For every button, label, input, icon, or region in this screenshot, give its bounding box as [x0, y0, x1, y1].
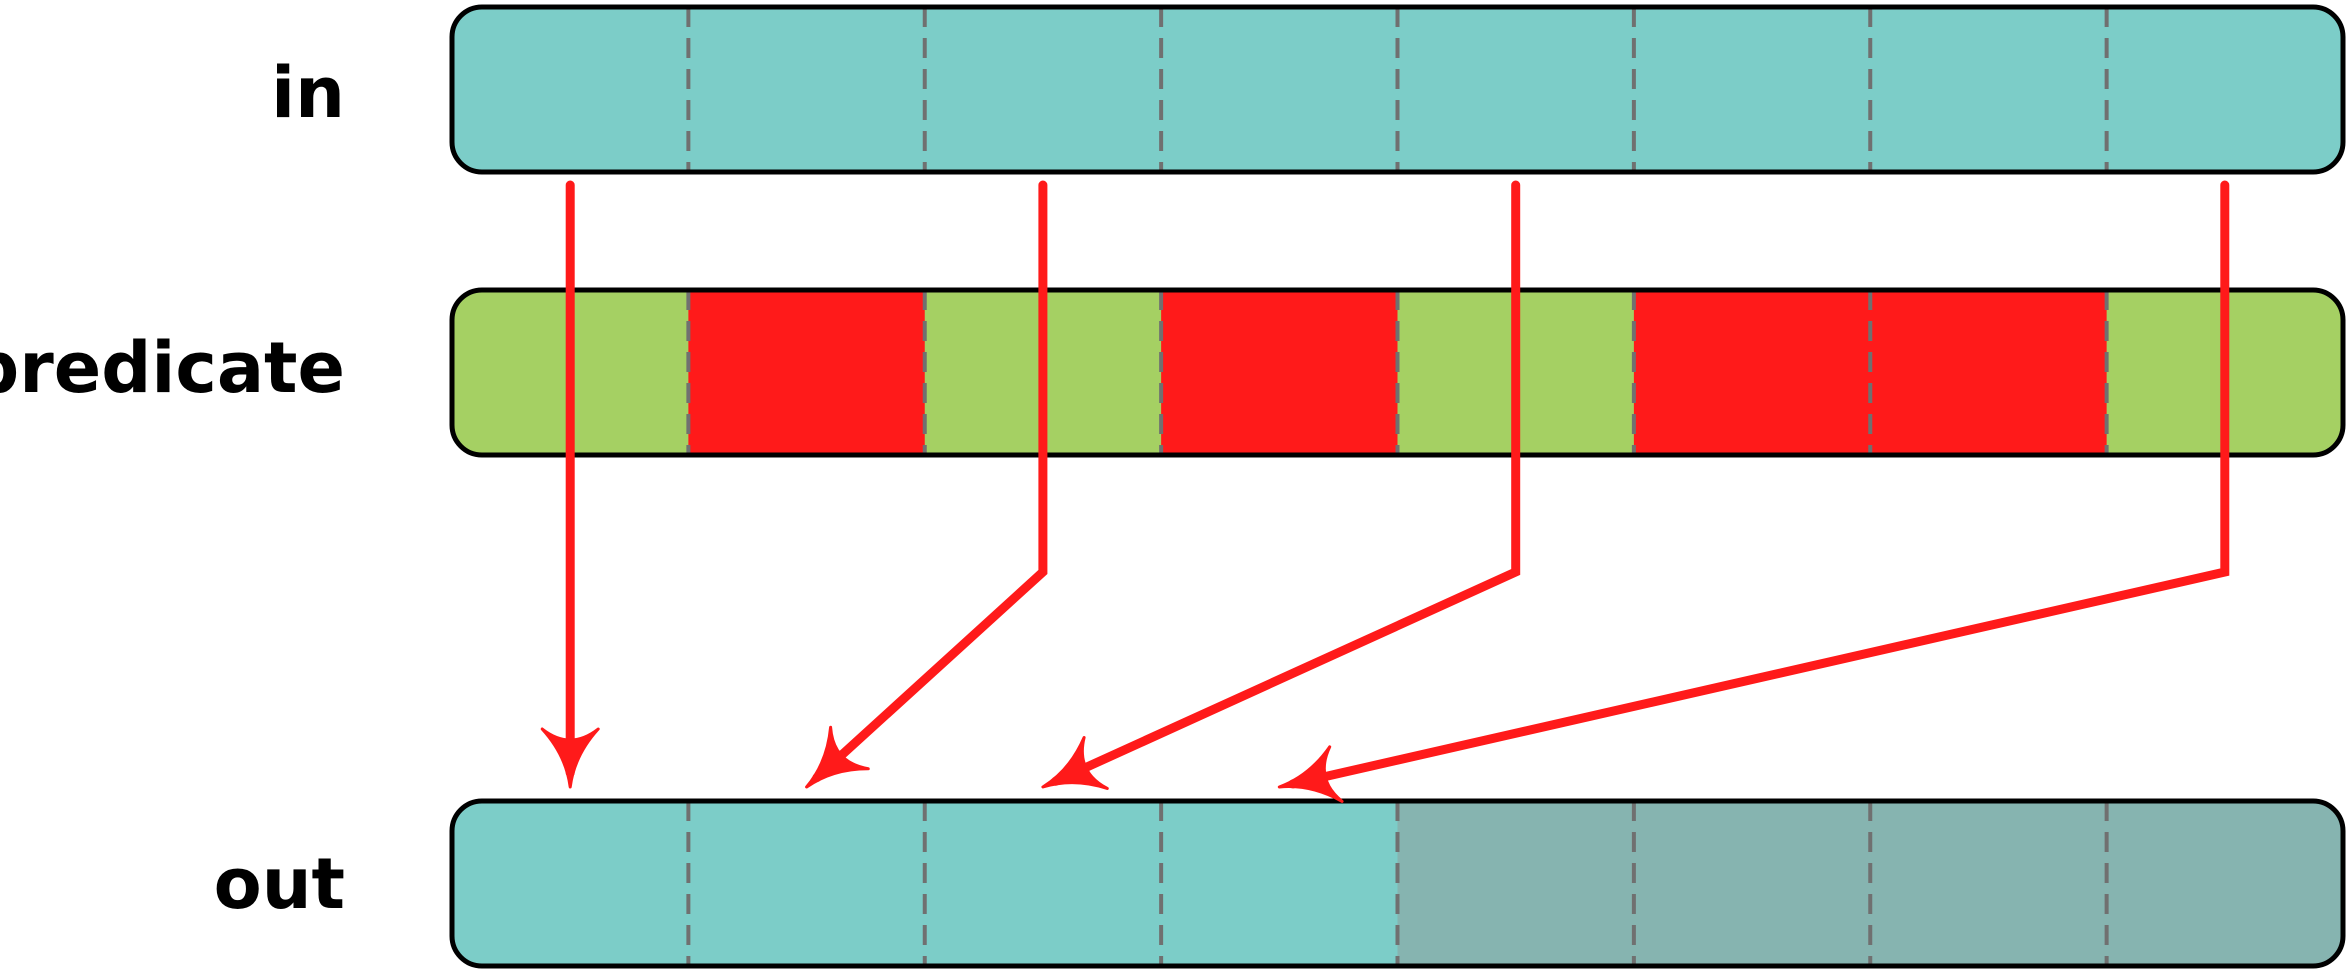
predicate-cell-1	[688, 290, 926, 455]
output-border	[449, 798, 2346, 969]
predicate-cell-6	[1870, 290, 2108, 455]
output-cell-3	[1161, 801, 1399, 966]
arrow-shaft	[812, 180, 1048, 783]
output-cell-1	[688, 801, 926, 966]
predicate-border	[449, 287, 2346, 458]
input-cell-0	[452, 7, 689, 172]
predicate-cell-3	[1161, 290, 1399, 455]
arrow-2-to-1	[805, 180, 1048, 789]
label-out: out	[214, 843, 345, 925]
input-cell-4	[1397, 7, 1635, 172]
label-in: in	[271, 52, 345, 134]
arrow-4-to-2	[1041, 180, 1521, 790]
input-cell-6	[1870, 7, 2108, 172]
compaction-arrows	[540, 180, 2230, 803]
output-array	[449, 798, 2346, 969]
output-cell-4	[1397, 801, 1635, 966]
input-cell-5	[1633, 7, 1871, 172]
input-cell-7	[2106, 7, 2343, 172]
input-border	[449, 4, 2346, 175]
input-cell-2	[924, 7, 1162, 172]
arrow-head-icon	[1277, 745, 1344, 803]
output-cell-5	[1633, 801, 1871, 966]
output-cell-0	[452, 801, 689, 966]
predicate-array	[449, 287, 2346, 458]
output-cell-6	[1870, 801, 2108, 966]
input-array	[449, 4, 2346, 175]
arrow-head-icon	[540, 727, 600, 789]
output-cell-7	[2106, 801, 2343, 966]
arrow-head-icon	[805, 725, 870, 789]
arrow-0-to-0	[540, 180, 600, 789]
label-predicate: predicate	[0, 327, 345, 409]
predicate-cell-5	[1633, 290, 1871, 455]
input-cell-3	[1161, 7, 1399, 172]
arrow-7-to-3	[1277, 180, 2230, 803]
arrow-shaft	[1051, 180, 1521, 786]
arrow-shaft	[1288, 180, 2230, 789]
output-cell-2	[924, 801, 1162, 966]
arrow-head-icon	[1041, 736, 1109, 790]
input-cell-1	[688, 7, 926, 172]
